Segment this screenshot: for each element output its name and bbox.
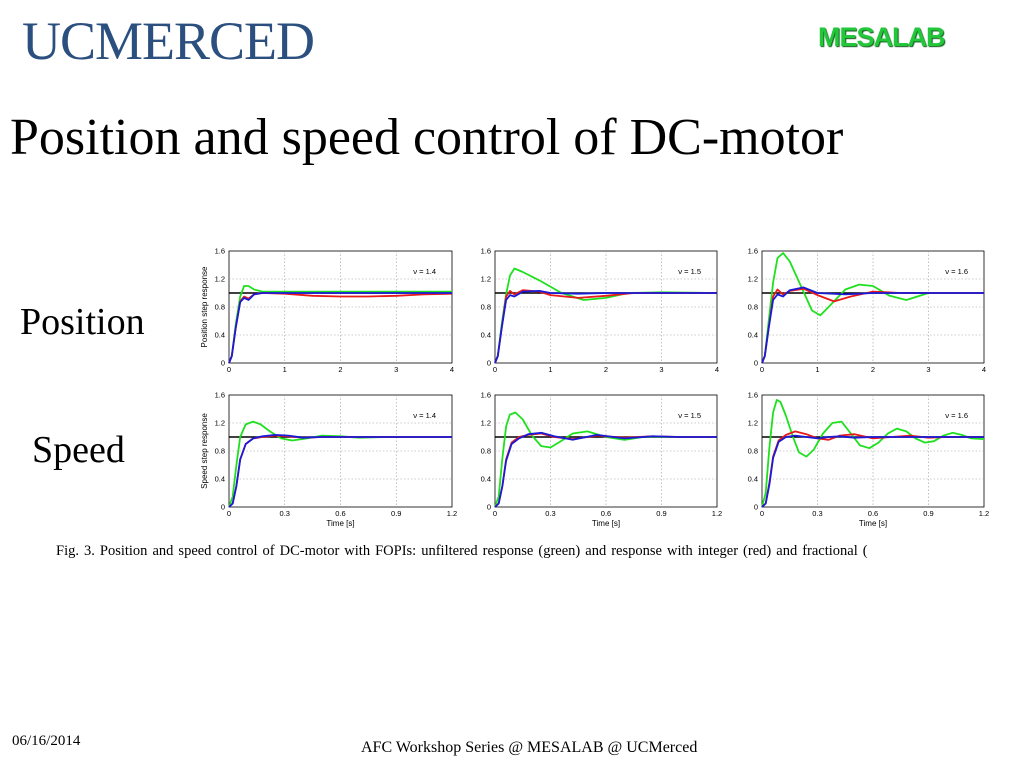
x-tick-label: 0 xyxy=(760,509,764,518)
row-label-position: Position xyxy=(20,301,145,343)
y-tick-label: 1.6 xyxy=(481,391,491,400)
nu-annotation: ν = 1.6 xyxy=(945,411,968,420)
series-blue xyxy=(228,433,452,508)
row-label-speed: Speed xyxy=(32,429,125,471)
y-tick-label: 0.4 xyxy=(481,331,491,340)
x-tick-label: 0.6 xyxy=(601,509,611,518)
y-tick-label: 0 xyxy=(487,359,491,368)
x-tick-label: 1.2 xyxy=(979,509,989,518)
y-tick-label: 1.2 xyxy=(215,419,225,428)
nu-annotation: ν = 1.4 xyxy=(413,411,436,420)
x-axis-label: Time [s] xyxy=(326,519,354,528)
x-tick-label: 0 xyxy=(760,365,764,374)
series-blue xyxy=(761,286,984,364)
chart-pos-1.4: 0 1 2 3 4 0 0.4 0.8 1.2 1.6 ν = 1.4 Position step r… xyxy=(200,247,454,375)
x-tick-label: 0.3 xyxy=(280,509,290,518)
x-tick-label: 0 xyxy=(227,509,231,518)
y-tick-label: 1.6 xyxy=(215,247,225,256)
x-tick-label: 0 xyxy=(493,509,497,518)
x-tick-label: 4 xyxy=(982,365,986,374)
y-tick-label: 1.2 xyxy=(748,419,758,428)
y-tick-label: 1.2 xyxy=(215,275,225,284)
figure-caption: Fig. 3. Position and speed control of DC… xyxy=(56,543,868,559)
nu-annotation: ν = 1.5 xyxy=(678,411,701,420)
y-tick-label: 0.4 xyxy=(215,475,225,484)
x-axis-label: Time [s] xyxy=(592,519,620,528)
y-tick-label: 1.2 xyxy=(748,275,758,284)
x-tick-label: 0.6 xyxy=(335,509,345,518)
x-tick-label: 0.3 xyxy=(812,509,822,518)
y-tick-label: 0 xyxy=(221,503,225,512)
series-green xyxy=(494,411,717,508)
y-axis-label: Position step response xyxy=(200,266,209,347)
y-axis-label: Speed step response xyxy=(200,413,209,489)
nu-annotation: ν = 1.6 xyxy=(945,267,968,276)
x-tick-label: 3 xyxy=(394,365,398,374)
y-tick-label: 0 xyxy=(487,503,491,512)
x-tick-label: 1 xyxy=(815,365,819,374)
x-tick-label: 0.6 xyxy=(868,509,878,518)
footer-date: 06/16/2014 xyxy=(12,733,81,749)
y-tick-label: 0.8 xyxy=(215,447,225,456)
x-tick-label: 1.2 xyxy=(712,509,722,518)
y-tick-label: 0.8 xyxy=(215,303,225,312)
y-tick-label: 0.8 xyxy=(748,303,758,312)
mesalab-logo: MESALAB xyxy=(818,22,945,52)
x-tick-label: 4 xyxy=(715,365,719,374)
ucmerced-logo: UCMERCED xyxy=(22,11,315,71)
x-tick-label: 2 xyxy=(871,365,875,374)
x-tick-label: 1 xyxy=(283,365,287,374)
x-tick-label: 2 xyxy=(604,365,608,374)
nu-annotation: ν = 1.4 xyxy=(413,267,436,276)
slide-title: Position and speed control of DC-motor xyxy=(10,109,844,166)
series-green xyxy=(761,398,985,508)
y-tick-label: 1.6 xyxy=(481,247,491,256)
y-tick-label: 0.8 xyxy=(748,447,758,456)
y-tick-label: 1.6 xyxy=(748,247,758,256)
y-tick-label: 1.6 xyxy=(215,391,225,400)
x-tick-label: 0 xyxy=(227,365,231,374)
x-tick-label: 0.9 xyxy=(656,509,666,518)
y-tick-label: 0.4 xyxy=(748,331,758,340)
x-tick-label: 0.9 xyxy=(923,509,933,518)
chart-spd-1.5: 0 0.3 0.6 0.9 1.2 0 0.4 0.8 1.2 1.6 ν = 1.5 Time [s… xyxy=(481,391,723,529)
footer-center: AFC Workshop Series @ MESALAB @ UCMerced xyxy=(361,739,698,756)
nu-annotation: ν = 1.5 xyxy=(678,267,701,276)
x-tick-label: 1.2 xyxy=(447,509,457,518)
x-tick-label: 3 xyxy=(926,365,930,374)
x-tick-label: 4 xyxy=(450,365,454,374)
y-tick-label: 0 xyxy=(221,359,225,368)
y-tick-label: 1.6 xyxy=(748,391,758,400)
x-tick-label: 2 xyxy=(338,365,342,374)
series-blue xyxy=(494,431,717,508)
y-tick-label: 0.4 xyxy=(481,475,491,484)
chart-spd-1.4: 0 0.3 0.6 0.9 1.2 0 0.4 0.8 1.2 1.6 ν = 1.4 Speed s… xyxy=(200,391,457,529)
y-tick-label: 0 xyxy=(754,359,758,368)
x-tick-label: 0.3 xyxy=(545,509,555,518)
x-axis-label: Time [s] xyxy=(859,519,887,528)
series-blue xyxy=(761,434,984,508)
x-tick-label: 0.9 xyxy=(391,509,401,518)
y-tick-label: 0 xyxy=(754,503,758,512)
series-blue xyxy=(228,292,452,364)
y-tick-label: 0.4 xyxy=(215,331,225,340)
y-tick-label: 0.8 xyxy=(481,303,491,312)
x-tick-label: 1 xyxy=(548,365,552,374)
x-tick-label: 0 xyxy=(493,365,497,374)
chart-pos-1.6: 0 1 2 3 4 0 0.4 0.8 1.2 1.6 ν = 1.6 xyxy=(748,247,987,375)
chart-pos-1.5: 0 1 2 3 4 0 0.4 0.8 1.2 1.6 ν = 1.5 xyxy=(481,247,720,375)
y-tick-label: 1.2 xyxy=(481,419,491,428)
x-tick-label: 3 xyxy=(659,365,663,374)
y-tick-label: 0.8 xyxy=(481,447,491,456)
series-blue xyxy=(494,289,717,364)
chart-spd-1.6: 0 0.3 0.6 0.9 1.2 0 0.4 0.8 1.2 1.6 ν = 1.6 Time [s… xyxy=(748,391,990,529)
y-tick-label: 0.4 xyxy=(748,475,758,484)
series-green xyxy=(761,252,984,364)
y-tick-label: 1.2 xyxy=(481,275,491,284)
